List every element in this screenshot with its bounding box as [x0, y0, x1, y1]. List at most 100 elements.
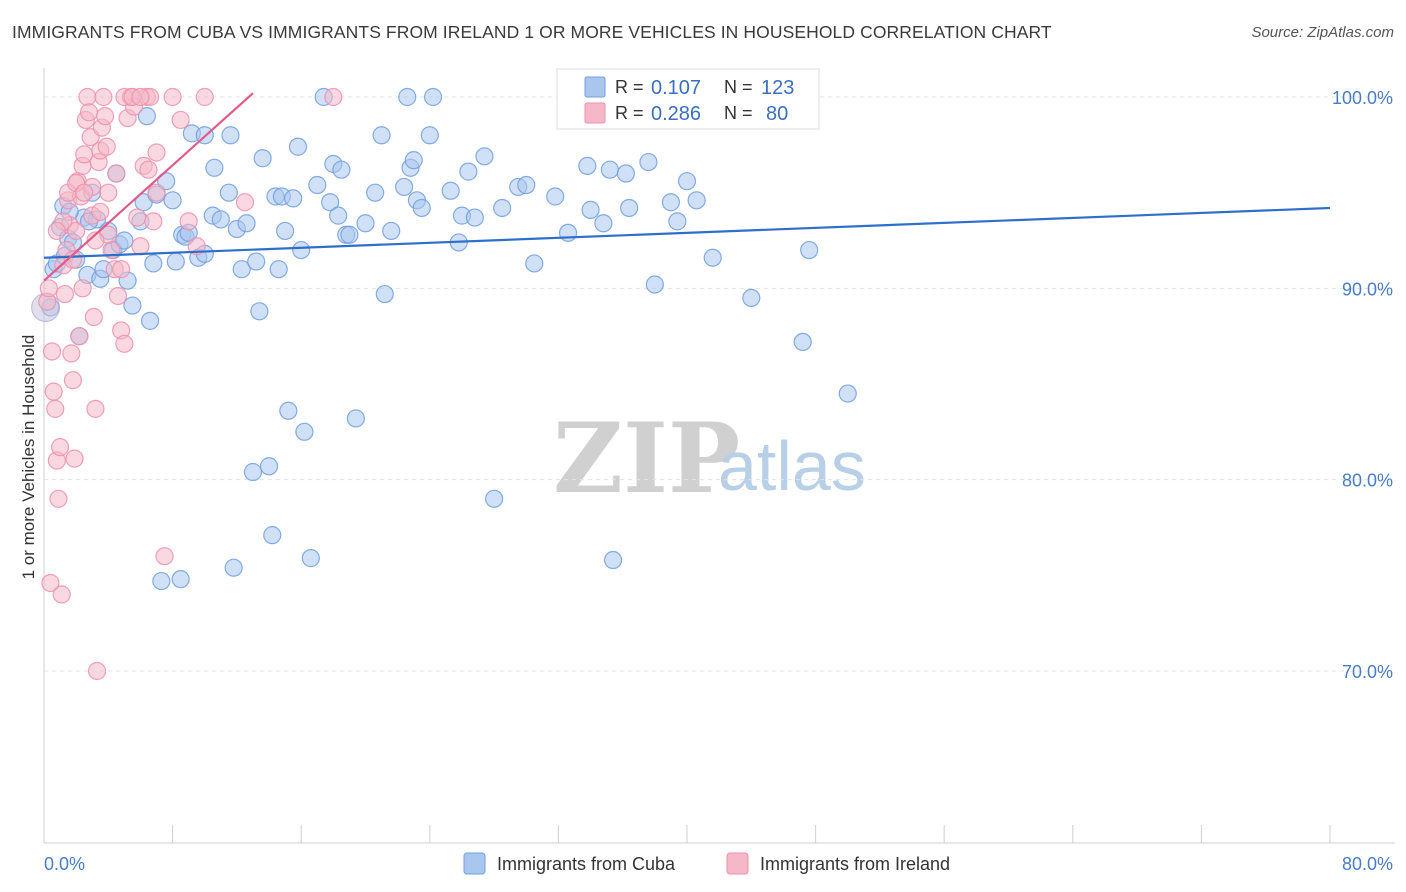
cuba-point — [703, 248, 722, 267]
ireland-point — [107, 164, 126, 183]
trend-line-cuba — [43, 206, 1331, 259]
ireland-point — [108, 286, 128, 306]
cuba-point — [295, 422, 314, 441]
cuba-point — [205, 158, 224, 177]
cuba-point — [253, 149, 272, 168]
cuba-point — [263, 526, 282, 545]
ireland-point — [75, 183, 94, 202]
cuba-point — [525, 254, 544, 273]
cuba-point — [284, 189, 303, 208]
ireland-point — [78, 87, 97, 107]
cuba-point — [838, 384, 857, 403]
cuba-point — [219, 183, 238, 202]
cuba-point — [237, 214, 256, 233]
cuba-point — [321, 193, 340, 212]
cuba-point — [250, 302, 269, 321]
cuba-point — [668, 212, 687, 231]
cuba-point — [620, 198, 639, 218]
legend-swatch-ireland — [584, 102, 606, 124]
cuba-point — [578, 156, 597, 175]
cuba-point — [465, 208, 484, 227]
ireland-point — [155, 547, 174, 566]
legend-n-label-ireland: N = — [724, 103, 753, 123]
cuba-point — [412, 198, 431, 218]
legend-bottom-swatch-ireland — [726, 852, 749, 875]
cuba-point — [211, 210, 230, 229]
ireland-point — [62, 344, 81, 363]
ireland-point — [99, 183, 118, 202]
cuba-point — [600, 160, 619, 179]
cuba-point — [171, 570, 190, 589]
legend-bottom-label-ireland: Immigrants from Ireland — [760, 854, 950, 874]
cuba-point — [288, 137, 308, 156]
x-tick-label-min: 0.0% — [44, 854, 85, 874]
cuba-point — [800, 240, 819, 260]
ireland-point — [144, 212, 163, 231]
cuba-point — [404, 151, 423, 170]
chart-title: IMMIGRANTS FROM CUBA VS IMMIGRANTS FROM … — [12, 22, 1052, 42]
cuba-point — [366, 183, 385, 202]
cuba-point — [677, 172, 697, 191]
cuba-point — [793, 332, 812, 352]
cuba-point — [308, 175, 327, 195]
watermark-zip: ZIP — [553, 402, 740, 515]
cuba-point — [224, 558, 243, 577]
cuba-point — [332, 160, 351, 179]
cuba-point — [459, 162, 478, 181]
ireland-point — [44, 382, 63, 401]
ireland-point — [95, 107, 115, 126]
ireland-point — [41, 573, 60, 593]
cuba-point — [616, 164, 636, 183]
ireland-point — [67, 221, 86, 241]
cuba-point — [269, 260, 288, 279]
ireland-point — [94, 87, 113, 107]
ireland-point — [128, 208, 147, 227]
ireland-point — [163, 87, 182, 107]
ireland-point — [235, 193, 255, 212]
ireland-point — [47, 221, 66, 241]
ireland-point — [63, 371, 83, 390]
watermark-atlas: atlas — [718, 427, 866, 505]
cuba-point — [394, 177, 414, 197]
legend-r-value-cuba: 0.107 — [651, 77, 701, 99]
ireland-point — [195, 87, 214, 107]
ireland-point — [79, 103, 99, 122]
legend-r-label-cuba: R = — [615, 77, 644, 97]
ireland-point — [70, 327, 89, 346]
cuba-point — [382, 221, 401, 241]
cuba-point — [594, 214, 613, 233]
cuba-point — [144, 254, 163, 273]
y-tick-label: 80.0% — [1342, 471, 1393, 491]
cuba-point — [375, 284, 394, 304]
ireland-point — [42, 342, 62, 361]
grid-lines — [44, 96, 1395, 672]
cuba-point — [645, 275, 664, 294]
cuba-point — [558, 223, 578, 242]
cuba-point — [276, 221, 295, 241]
cuba-point — [123, 296, 142, 315]
cuba-point — [485, 489, 504, 508]
legend-r-label-ireland: R = — [615, 103, 644, 123]
y-tick-label: 70.0% — [1342, 662, 1393, 682]
ireland-point — [52, 585, 71, 604]
cuba-point — [137, 107, 156, 126]
cuba-point — [475, 147, 494, 166]
ireland-point — [55, 284, 74, 304]
ireland-point — [179, 212, 198, 231]
cuba-point — [115, 231, 134, 250]
cuba-point — [603, 550, 623, 570]
ireland-point — [50, 438, 70, 457]
ireland-point — [112, 260, 131, 279]
cuba-point — [581, 200, 600, 219]
cuba-point — [292, 240, 311, 260]
ireland-point — [86, 231, 105, 250]
ireland-point — [324, 87, 343, 107]
cuba-point — [356, 214, 375, 233]
cuba-point — [163, 191, 182, 210]
cuba-point — [546, 187, 565, 206]
cuba-point — [420, 126, 439, 145]
cuba-point — [279, 401, 298, 420]
cuba-point — [346, 409, 365, 428]
y-tick-label: 90.0% — [1342, 279, 1393, 299]
